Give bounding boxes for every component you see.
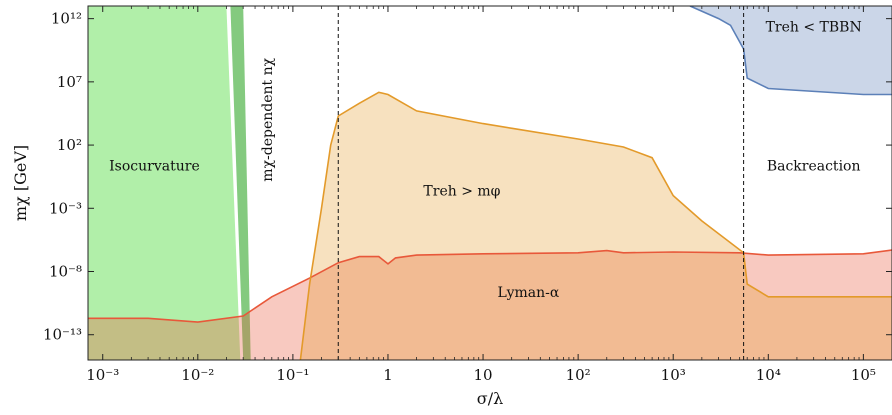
plot-frame — [87, 5, 892, 361]
x-tick-label: 10² — [566, 366, 591, 384]
x-tick-label: 1 — [383, 366, 393, 384]
isocurvature-region — [88, 6, 241, 360]
reheating-region — [300, 92, 892, 360]
region-label: mχ-dependent nχ — [260, 57, 276, 181]
y-axis-label: mχ [GeV] — [11, 145, 30, 221]
x-axis-label: σ/λ — [477, 389, 503, 408]
y-tick-label: 10⁷ — [57, 73, 82, 91]
x-tick-label: 10⁵ — [851, 366, 876, 384]
region-label: Treh > mφ — [423, 184, 500, 200]
x-tick-label: 10 — [474, 366, 493, 384]
y-tick-label: 10² — [57, 136, 82, 154]
x-tick-label: 10⁻¹ — [276, 366, 309, 384]
y-tick-label: 10¹² — [51, 10, 82, 28]
lyman-alpha-region — [88, 250, 892, 360]
bbn-boundary — [689, 6, 892, 96]
region-label: Treh < TBBN — [766, 19, 862, 35]
isocurvature-band — [230, 6, 251, 360]
region-label: Backreaction — [767, 158, 861, 174]
region-label: Isocurvature — [109, 158, 200, 174]
x-tick-label: 10⁴ — [756, 366, 781, 384]
y-tick-label: 10⁻¹³ — [43, 326, 82, 344]
lyman-alpha-boundary — [88, 249, 892, 323]
x-tick-label: 10³ — [661, 366, 686, 384]
x-tick-label: 10⁻² — [181, 366, 214, 384]
y-tick-label: 10⁻³ — [49, 199, 82, 217]
region-label: Lyman-α — [498, 285, 560, 301]
x-tick-label: 10⁻³ — [86, 366, 119, 384]
bbn-region — [690, 6, 892, 95]
reheating-boundary — [299, 91, 892, 360]
y-tick-label: 10⁻⁸ — [49, 263, 82, 281]
